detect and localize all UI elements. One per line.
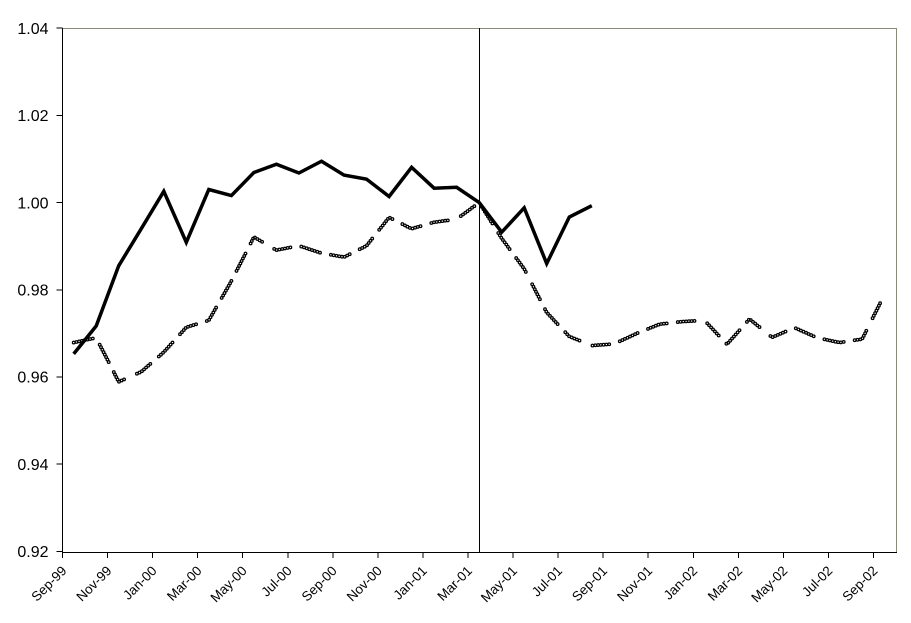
svg-text:1.02: 1.02 xyxy=(17,108,48,125)
svg-text:0.96: 0.96 xyxy=(17,370,48,387)
svg-text:1.04: 1.04 xyxy=(17,21,48,38)
svg-text:0.98: 0.98 xyxy=(17,283,48,300)
svg-text:1.00: 1.00 xyxy=(17,195,48,212)
svg-text:0.94: 0.94 xyxy=(17,457,48,474)
svg-text:0.92: 0.92 xyxy=(17,544,48,561)
